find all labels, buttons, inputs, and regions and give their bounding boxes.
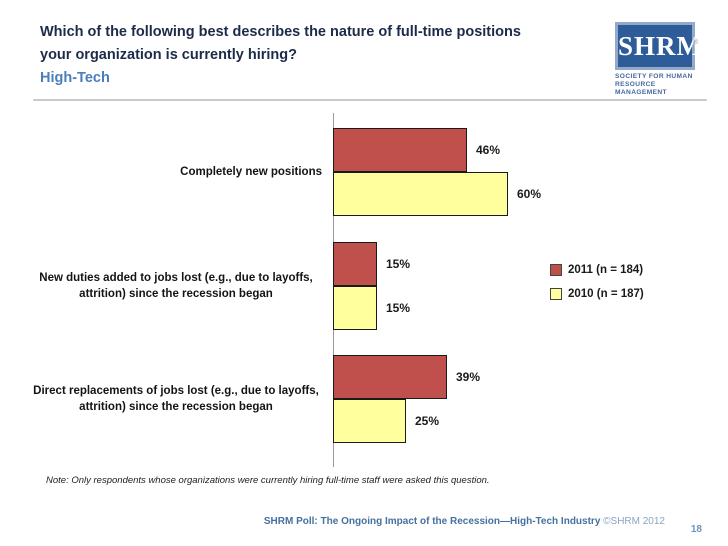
legend-item-2010: 2010 (n = 187) [550, 287, 644, 301]
bar-value-2011-completely-new: 46% [476, 143, 501, 157]
category-label-completely-new: Completely new positions [180, 166, 322, 178]
legend-label-2010: 2010 (n = 187) [568, 288, 644, 300]
bar-2011-direct-replacements [333, 355, 447, 399]
header-divider [33, 99, 707, 101]
shrm-logo-acronym: SHRM [618, 31, 703, 61]
bar-value-2010-direct-replacements: 25% [415, 414, 440, 428]
shrm-logo-tagline: SOCIETY FOR HUMAN RESOURCE MANAGEMENT [615, 73, 707, 97]
bar-2010-direct-replacements [333, 399, 406, 443]
source-copyright: ©SHRM 2012 [603, 516, 665, 527]
bar-2010-completely-new [333, 172, 508, 216]
bar-value-2010-new-duties: 15% [386, 301, 411, 315]
footnote: Note: Only respondents whose organizatio… [46, 475, 490, 486]
bar-2010-new-duties [333, 286, 377, 330]
bar-value-2011-new-duties: 15% [386, 257, 411, 271]
shrm-tagline-line1: SOCIETY FOR HUMAN [615, 73, 693, 80]
source-line: SHRM Poll: The Ongoing Impact of the Rec… [264, 516, 665, 527]
legend-label-2011: 2011 (n = 184) [568, 264, 644, 276]
shrm-logo-box: SHRM ® [615, 22, 702, 70]
category-label-new-duties: New duties added to jobs lost (e.g., due… [39, 272, 313, 300]
question-title-line2: your organization is currently hiring? [40, 47, 297, 63]
bar-2011-new-duties [333, 242, 377, 286]
category-label-direct-replacements: Direct replacements of jobs lost (e.g., … [33, 385, 319, 413]
page-number: 18 [690, 524, 702, 535]
bar-2011-completely-new [333, 128, 467, 172]
industry-subtitle: High-Tech [40, 70, 110, 86]
legend-item-2011: 2011 (n = 184) [550, 263, 643, 277]
shrm-tagline-line2: RESOURCE MANAGEMENT [615, 81, 667, 96]
page-title: Which of the following best describes th… [40, 21, 600, 90]
bar-value-2011-direct-replacements: 39% [456, 370, 481, 384]
shrm-logo: SHRM ® SOCIETY FOR HUMAN RESOURCE MANAGE… [615, 22, 707, 97]
registered-trademark-icon: ® [692, 39, 699, 46]
bar-value-2010-completely-new: 60% [517, 187, 542, 201]
legend-swatch-2011 [550, 264, 562, 276]
question-title-line1: Which of the following best describes th… [40, 24, 521, 40]
legend-swatch-2010 [550, 288, 562, 300]
source-title: SHRM Poll: The Ongoing Impact of the Rec… [263, 516, 601, 527]
